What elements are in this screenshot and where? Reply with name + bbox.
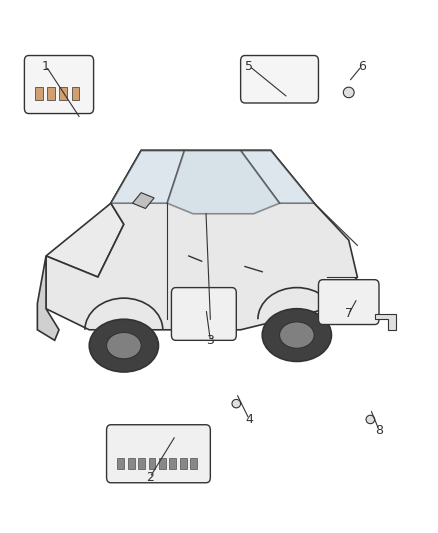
FancyBboxPatch shape: [190, 458, 197, 469]
Polygon shape: [374, 314, 396, 330]
Polygon shape: [46, 150, 357, 330]
Ellipse shape: [343, 87, 354, 98]
FancyBboxPatch shape: [25, 55, 94, 114]
Text: 8: 8: [375, 424, 383, 437]
Polygon shape: [46, 203, 124, 277]
FancyBboxPatch shape: [159, 458, 166, 469]
Polygon shape: [37, 256, 59, 341]
FancyBboxPatch shape: [71, 87, 79, 100]
FancyBboxPatch shape: [138, 458, 145, 469]
FancyBboxPatch shape: [171, 288, 236, 341]
Ellipse shape: [232, 399, 240, 408]
Polygon shape: [133, 192, 154, 208]
Polygon shape: [111, 150, 314, 224]
FancyBboxPatch shape: [169, 458, 176, 469]
Text: 1: 1: [42, 60, 50, 72]
Ellipse shape: [262, 309, 332, 361]
FancyBboxPatch shape: [47, 87, 55, 100]
FancyBboxPatch shape: [35, 87, 43, 100]
FancyBboxPatch shape: [106, 425, 210, 483]
Text: 3: 3: [206, 334, 214, 347]
Polygon shape: [111, 150, 184, 203]
FancyBboxPatch shape: [148, 458, 155, 469]
FancyBboxPatch shape: [128, 458, 134, 469]
Text: 2: 2: [146, 471, 154, 484]
Text: 7: 7: [345, 308, 353, 320]
FancyBboxPatch shape: [318, 280, 379, 325]
FancyBboxPatch shape: [117, 458, 124, 469]
Ellipse shape: [106, 333, 141, 359]
FancyBboxPatch shape: [180, 458, 187, 469]
Text: 6: 6: [358, 60, 366, 72]
Polygon shape: [240, 150, 314, 203]
Ellipse shape: [366, 415, 374, 424]
Ellipse shape: [89, 319, 159, 372]
Polygon shape: [167, 150, 279, 214]
Ellipse shape: [279, 322, 314, 348]
FancyBboxPatch shape: [60, 87, 67, 100]
FancyBboxPatch shape: [240, 55, 318, 103]
Text: 5: 5: [245, 60, 253, 72]
Text: 4: 4: [245, 413, 253, 426]
